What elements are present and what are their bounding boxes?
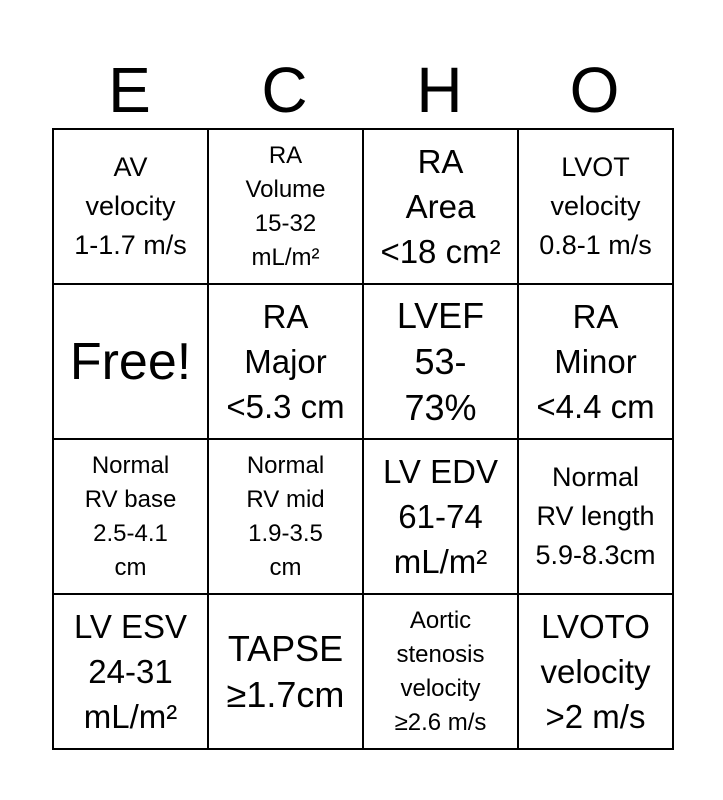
bingo-row: Normal RV base 2.5-4.1 cm Normal RV mid … <box>52 438 674 595</box>
bingo-header: E C H O <box>52 52 672 128</box>
header-letter-e: E <box>108 54 151 126</box>
bingo-cell[interactable]: LVOTO velocity >2 m/s <box>517 593 674 750</box>
bingo-cell[interactable]: LVEF 53- 73% <box>362 283 519 440</box>
bingo-cell[interactable]: Normal RV base 2.5-4.1 cm <box>52 438 209 595</box>
bingo-cell[interactable]: RA Minor <4.4 cm <box>517 283 674 440</box>
bingo-cell[interactable]: LVOT velocity 0.8-1 m/s <box>517 128 674 285</box>
bingo-cell[interactable]: Aortic stenosis velocity ≥2.6 m/s <box>362 593 519 750</box>
header-letter-o: O <box>569 54 620 126</box>
bingo-row: LV ESV 24-31 mL/m² TAPSE ≥1.7cm Aortic s… <box>52 593 674 750</box>
bingo-row: Free! RA Major <5.3 cm LVEF 53- 73% RA M… <box>52 283 674 440</box>
bingo-cell[interactable]: TAPSE ≥1.7cm <box>207 593 364 750</box>
bingo-grid: AV velocity 1-1.7 m/s RA Volume 15-32 mL… <box>52 128 674 750</box>
bingo-row: AV velocity 1-1.7 m/s RA Volume 15-32 mL… <box>52 128 674 285</box>
bingo-cell[interactable]: Normal RV mid 1.9-3.5 cm <box>207 438 364 595</box>
bingo-cell[interactable]: LV ESV 24-31 mL/m² <box>52 593 209 750</box>
header-letter-c: C <box>261 54 308 126</box>
bingo-cell[interactable]: RA Area <18 cm² <box>362 128 519 285</box>
bingo-cell[interactable]: LV EDV 61-74 mL/m² <box>362 438 519 595</box>
bingo-cell[interactable]: RA Volume 15-32 mL/m² <box>207 128 364 285</box>
free-cell[interactable]: Free! <box>52 283 209 440</box>
header-letter-h: H <box>416 54 463 126</box>
bingo-cell[interactable]: Normal RV length 5.9-8.3cm <box>517 438 674 595</box>
bingo-cell[interactable]: RA Major <5.3 cm <box>207 283 364 440</box>
bingo-cell[interactable]: AV velocity 1-1.7 m/s <box>52 128 209 285</box>
